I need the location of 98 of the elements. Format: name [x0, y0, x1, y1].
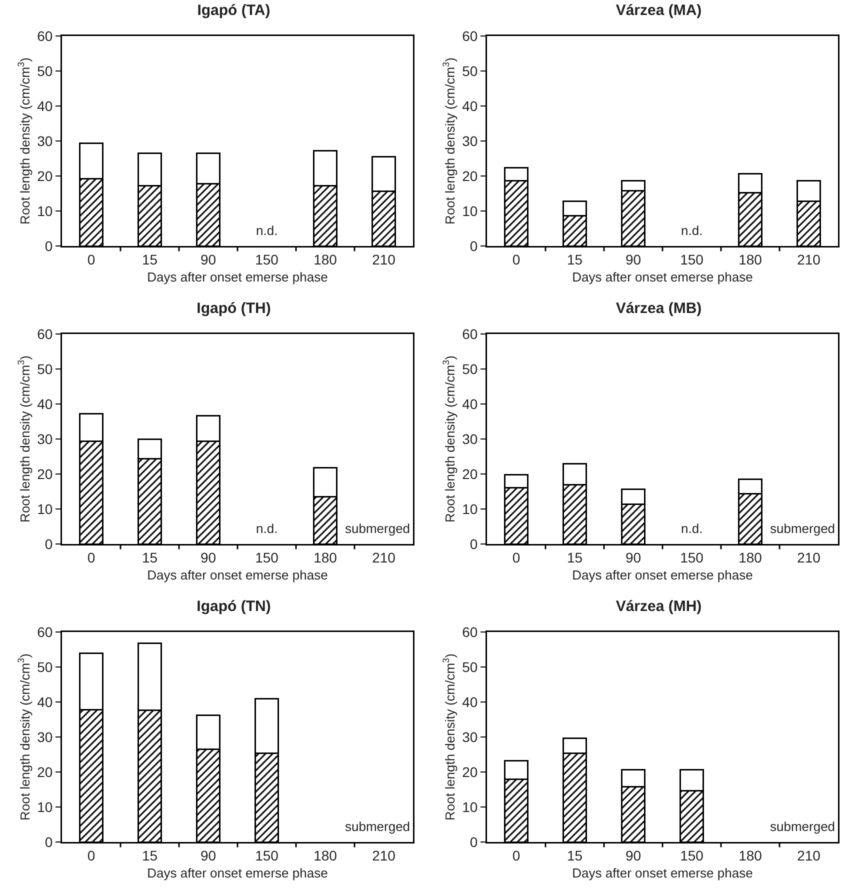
x-axis-title: Days after onset emerse phase — [147, 568, 328, 583]
x-axis-title: Days after onset emerse phase — [147, 866, 328, 881]
annotation: submerged — [770, 819, 836, 834]
x-tick-label: 0 — [87, 251, 96, 268]
x-tick-label: 180 — [314, 549, 338, 566]
y-tick-label: 50 — [462, 658, 478, 675]
chart-title: Igapó (TA) — [197, 2, 270, 19]
y-tick-label: 30 — [37, 728, 53, 745]
x-tick-label: 150 — [680, 251, 704, 268]
y-tick-label: 20 — [37, 168, 53, 184]
y-tick-label: 10 — [37, 500, 53, 517]
y-tick-label: 30 — [462, 430, 478, 447]
annotation: submerged — [345, 819, 410, 834]
x-tick-label: 180 — [314, 251, 338, 268]
y-tick-label: 0 — [44, 834, 53, 850]
y-tick-label: 60 — [37, 326, 53, 342]
y-tick-label: 20 — [462, 168, 478, 184]
y-tick-label: 40 — [37, 396, 53, 412]
y-tick-label: 20 — [462, 466, 478, 482]
y-tick-label: 10 — [462, 798, 478, 815]
x-tick-label: 90 — [625, 549, 642, 566]
y-tick-label: 50 — [37, 360, 53, 377]
y-tick-label: 50 — [37, 658, 53, 675]
y-tick-label: 20 — [37, 466, 53, 482]
x-tick-label: 180 — [314, 847, 338, 864]
x-tick-label: 0 — [512, 251, 520, 268]
x-axis-title: Days after onset emerse phase — [572, 866, 753, 881]
chart-title: Várzea (MA) — [616, 2, 702, 19]
y-tick-label: 10 — [37, 202, 53, 219]
annotation: n.d. — [681, 521, 703, 536]
x-tick-label: 210 — [372, 251, 396, 268]
x-tick-label: 210 — [372, 549, 396, 566]
y-tick-label: 0 — [470, 536, 478, 552]
y-tick-label: 40 — [37, 98, 53, 114]
x-tick-label: 150 — [680, 549, 704, 566]
x-tick-label: 90 — [200, 549, 216, 566]
x-tick-label: 210 — [797, 251, 821, 268]
y-tick-label: 30 — [37, 132, 53, 149]
chart-title: Igapó (TH) — [196, 300, 271, 317]
x-tick-label: 0 — [512, 847, 520, 864]
x-tick-label: 15 — [566, 251, 583, 268]
y-tick-label: 10 — [462, 202, 478, 219]
y-tick-label: 60 — [462, 326, 478, 342]
annotation: submerged — [345, 521, 410, 536]
annotation: n.d. — [256, 521, 278, 536]
y-tick-label: 50 — [462, 360, 478, 377]
x-tick-label: 15 — [142, 251, 158, 268]
y-tick-label: 20 — [462, 764, 478, 780]
x-tick-label: 90 — [625, 251, 642, 268]
x-tick-label: 180 — [738, 251, 762, 268]
x-tick-label: 180 — [738, 549, 762, 566]
chart-title: Várzea (MB) — [616, 300, 702, 317]
x-tick-label: 90 — [200, 847, 216, 864]
y-tick-label: 0 — [44, 536, 53, 552]
x-tick-label: 210 — [797, 549, 821, 566]
x-axis-title: Days after onset emerse phase — [572, 270, 753, 285]
x-tick-label: 15 — [566, 847, 583, 864]
chart-title: Várzea (MH) — [616, 598, 702, 615]
x-tick-label: 15 — [142, 847, 158, 864]
y-tick-label: 20 — [37, 764, 53, 780]
x-tick-label: 150 — [680, 847, 704, 864]
x-tick-label: 90 — [625, 847, 642, 864]
y-tick-label: 60 — [462, 624, 478, 640]
y-tick-label: 10 — [37, 798, 53, 815]
y-tick-label: 40 — [462, 98, 478, 114]
y-tick-label: 60 — [37, 624, 53, 640]
x-tick-label: 150 — [255, 549, 279, 566]
y-tick-label: 40 — [462, 694, 478, 710]
annotation: n.d. — [681, 223, 703, 238]
x-tick-label: 15 — [142, 549, 158, 566]
y-tick-label: 0 — [470, 238, 478, 254]
x-axis-title: Days after onset emerse phase — [147, 270, 328, 285]
x-tick-label: 210 — [372, 847, 396, 864]
x-tick-label: 150 — [255, 251, 279, 268]
x-tick-label: 180 — [738, 847, 762, 864]
y-tick-label: 50 — [462, 62, 478, 79]
x-tick-label: 15 — [566, 549, 583, 566]
y-tick-label: 60 — [37, 28, 53, 44]
annotation: submerged — [770, 521, 836, 536]
chart-title: Igapó (TN) — [196, 598, 271, 615]
y-tick-label: 50 — [37, 62, 53, 79]
annotation: n.d. — [256, 223, 278, 238]
x-tick-label: 210 — [797, 847, 821, 864]
x-tick-label: 0 — [87, 847, 96, 864]
y-tick-label: 0 — [44, 238, 53, 254]
x-tick-label: 150 — [255, 847, 279, 864]
x-tick-label: 90 — [200, 251, 216, 268]
x-tick-label: 0 — [87, 549, 96, 566]
y-tick-label: 30 — [462, 132, 478, 149]
x-axis-title: Days after onset emerse phase — [572, 568, 753, 583]
y-tick-label: 40 — [462, 396, 478, 412]
x-tick-label: 0 — [512, 549, 520, 566]
y-tick-label: 10 — [462, 500, 478, 517]
y-tick-label: 60 — [462, 28, 478, 44]
y-tick-label: 30 — [462, 728, 478, 745]
y-tick-label: 30 — [37, 430, 53, 447]
y-tick-label: 0 — [470, 834, 478, 850]
y-tick-label: 40 — [37, 694, 53, 710]
